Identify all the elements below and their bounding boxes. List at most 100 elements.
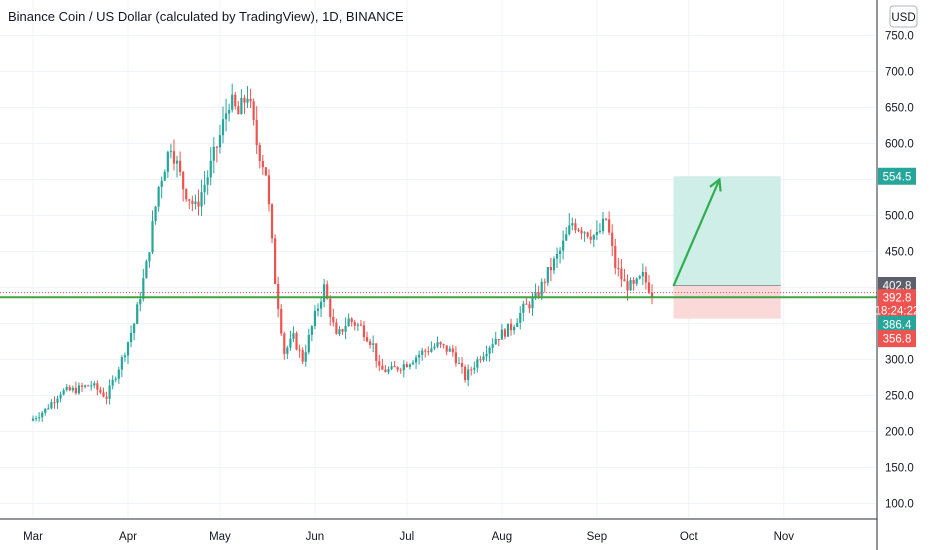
candle-body bbox=[280, 308, 283, 334]
price-tag: 392.818:24:22 bbox=[875, 289, 920, 320]
candle-body bbox=[191, 200, 194, 204]
candle-body bbox=[454, 352, 458, 364]
candle-body bbox=[467, 369, 470, 380]
candle-body bbox=[83, 385, 87, 387]
price-tag-bg bbox=[878, 330, 916, 348]
x-tick-label: May bbox=[209, 531, 231, 543]
price-tag-value: 386.4 bbox=[883, 319, 912, 331]
candle-body bbox=[586, 232, 589, 237]
candle-body bbox=[338, 329, 341, 335]
y-tick-label: 250.0 bbox=[885, 391, 914, 403]
x-tick-label: Mar bbox=[23, 531, 43, 543]
candle-body bbox=[258, 145, 261, 161]
candle-body bbox=[329, 298, 332, 317]
candle-body bbox=[166, 151, 169, 172]
candle-body bbox=[460, 362, 464, 367]
candle-body bbox=[513, 326, 516, 331]
candle-body bbox=[408, 364, 412, 368]
candle-body bbox=[212, 146, 215, 161]
candle-body bbox=[160, 180, 163, 187]
y-tick-label: 700.0 bbox=[885, 67, 914, 79]
price-tag-countdown: 18:24:22 bbox=[875, 306, 920, 318]
arrow-line[interactable] bbox=[672, 179, 721, 287]
candle-body bbox=[200, 192, 203, 207]
price-tag-value: 392.8 bbox=[883, 293, 912, 305]
candle-body bbox=[632, 280, 635, 284]
candle-body bbox=[151, 221, 154, 253]
candle-body bbox=[463, 366, 467, 380]
candle-body bbox=[525, 303, 528, 305]
candle-body bbox=[540, 281, 543, 297]
candle-body bbox=[629, 280, 632, 291]
y-tick-label: 500.0 bbox=[885, 211, 914, 223]
candle-body bbox=[565, 234, 568, 241]
candle-body bbox=[34, 418, 38, 420]
candle-body bbox=[313, 310, 317, 327]
candle-body bbox=[99, 389, 102, 393]
candle-body bbox=[335, 322, 338, 335]
candle-body bbox=[604, 218, 608, 220]
candle-body bbox=[598, 231, 602, 233]
candle-body bbox=[638, 276, 641, 279]
candle-body bbox=[56, 398, 59, 403]
candle-body bbox=[133, 323, 136, 333]
candle-body bbox=[414, 357, 418, 363]
candle-body bbox=[206, 177, 209, 185]
candle-body bbox=[341, 329, 344, 332]
candle-body bbox=[102, 392, 105, 397]
candle-body bbox=[111, 379, 114, 386]
candle-body bbox=[365, 337, 369, 342]
candle-body bbox=[77, 385, 81, 394]
candle-body bbox=[473, 367, 476, 370]
candle-body bbox=[123, 355, 127, 358]
candle-body bbox=[626, 281, 629, 291]
candle-body bbox=[424, 350, 427, 352]
candle-body bbox=[381, 365, 384, 370]
candle-body bbox=[224, 113, 228, 120]
loss-zone[interactable] bbox=[673, 285, 781, 319]
candle-body bbox=[175, 160, 179, 164]
candles bbox=[31, 83, 654, 422]
candle-body bbox=[546, 266, 549, 283]
candle-body bbox=[142, 278, 145, 300]
candle-body bbox=[44, 408, 47, 413]
candle-body bbox=[267, 175, 271, 205]
candle-body bbox=[203, 184, 206, 193]
candle-body bbox=[488, 347, 491, 354]
candle-body bbox=[148, 252, 151, 262]
candle-body bbox=[491, 344, 494, 348]
candle-body bbox=[139, 299, 142, 305]
candle-body bbox=[418, 354, 421, 358]
candle-body bbox=[249, 98, 252, 102]
candle-body bbox=[96, 383, 99, 390]
price-tag-bg bbox=[878, 289, 916, 320]
y-tick-label: 650.0 bbox=[885, 103, 914, 115]
candle-body bbox=[595, 231, 598, 236]
candle-body bbox=[41, 412, 44, 418]
candle-body bbox=[574, 223, 577, 231]
candle-body bbox=[298, 349, 301, 351]
candle-body bbox=[522, 303, 525, 313]
candle-body bbox=[531, 297, 534, 309]
candle-body bbox=[47, 408, 50, 410]
candle-body bbox=[589, 236, 592, 240]
candle-body bbox=[172, 151, 176, 164]
candle-body bbox=[430, 348, 433, 352]
candle-body bbox=[537, 292, 540, 297]
candle-body bbox=[74, 387, 78, 394]
candle-body bbox=[31, 418, 35, 421]
currency-button[interactable]: USD bbox=[889, 5, 918, 28]
candle-body bbox=[154, 206, 157, 222]
candle-body bbox=[445, 345, 448, 352]
candle-body bbox=[215, 146, 218, 148]
profit-zone[interactable] bbox=[673, 176, 781, 286]
candle-body bbox=[310, 326, 313, 335]
candle-body bbox=[273, 238, 277, 284]
drawings bbox=[0, 177, 877, 299]
candle-body bbox=[114, 378, 117, 380]
candle-body bbox=[194, 201, 197, 204]
candle-body bbox=[608, 219, 611, 233]
candle-body bbox=[326, 284, 329, 299]
